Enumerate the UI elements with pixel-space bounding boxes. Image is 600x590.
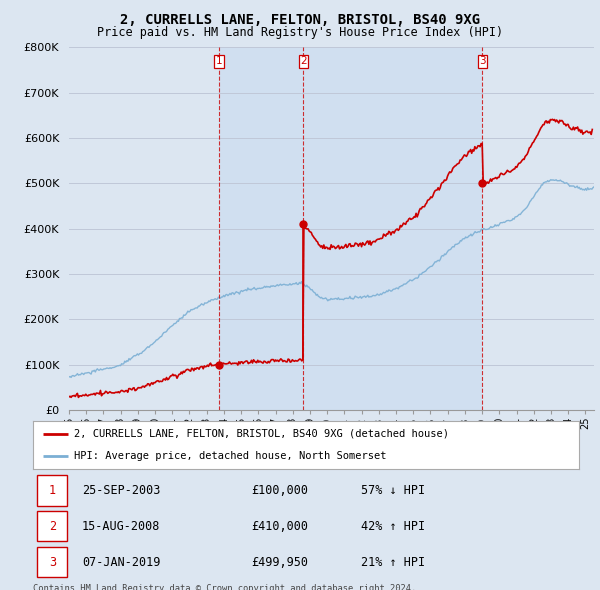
Text: £100,000: £100,000 [251, 484, 308, 497]
Text: 1: 1 [216, 56, 223, 66]
Text: 2: 2 [300, 56, 307, 66]
Text: 3: 3 [479, 56, 486, 66]
FancyBboxPatch shape [37, 547, 67, 577]
FancyBboxPatch shape [37, 511, 67, 542]
Text: 1: 1 [49, 484, 56, 497]
Text: 15-AUG-2008: 15-AUG-2008 [82, 520, 161, 533]
Text: 25-SEP-2003: 25-SEP-2003 [82, 484, 161, 497]
Text: 2, CURRELLS LANE, FELTON, BRISTOL, BS40 9XG (detached house): 2, CURRELLS LANE, FELTON, BRISTOL, BS40 … [74, 429, 449, 439]
FancyBboxPatch shape [37, 476, 67, 506]
Text: 3: 3 [49, 556, 56, 569]
Text: Contains HM Land Registry data © Crown copyright and database right 2024.: Contains HM Land Registry data © Crown c… [33, 584, 416, 590]
Text: 2: 2 [49, 520, 56, 533]
Text: HPI: Average price, detached house, North Somerset: HPI: Average price, detached house, Nort… [74, 451, 386, 461]
Text: 2, CURRELLS LANE, FELTON, BRISTOL, BS40 9XG: 2, CURRELLS LANE, FELTON, BRISTOL, BS40 … [120, 13, 480, 27]
Text: Price paid vs. HM Land Registry's House Price Index (HPI): Price paid vs. HM Land Registry's House … [97, 26, 503, 39]
Text: £410,000: £410,000 [251, 520, 308, 533]
Text: 57% ↓ HPI: 57% ↓ HPI [361, 484, 425, 497]
Bar [304, 47, 482, 410]
Bar [219, 47, 304, 410]
Text: 21% ↑ HPI: 21% ↑ HPI [361, 556, 425, 569]
Text: £499,950: £499,950 [251, 556, 308, 569]
Text: 07-JAN-2019: 07-JAN-2019 [82, 556, 161, 569]
Text: 42% ↑ HPI: 42% ↑ HPI [361, 520, 425, 533]
